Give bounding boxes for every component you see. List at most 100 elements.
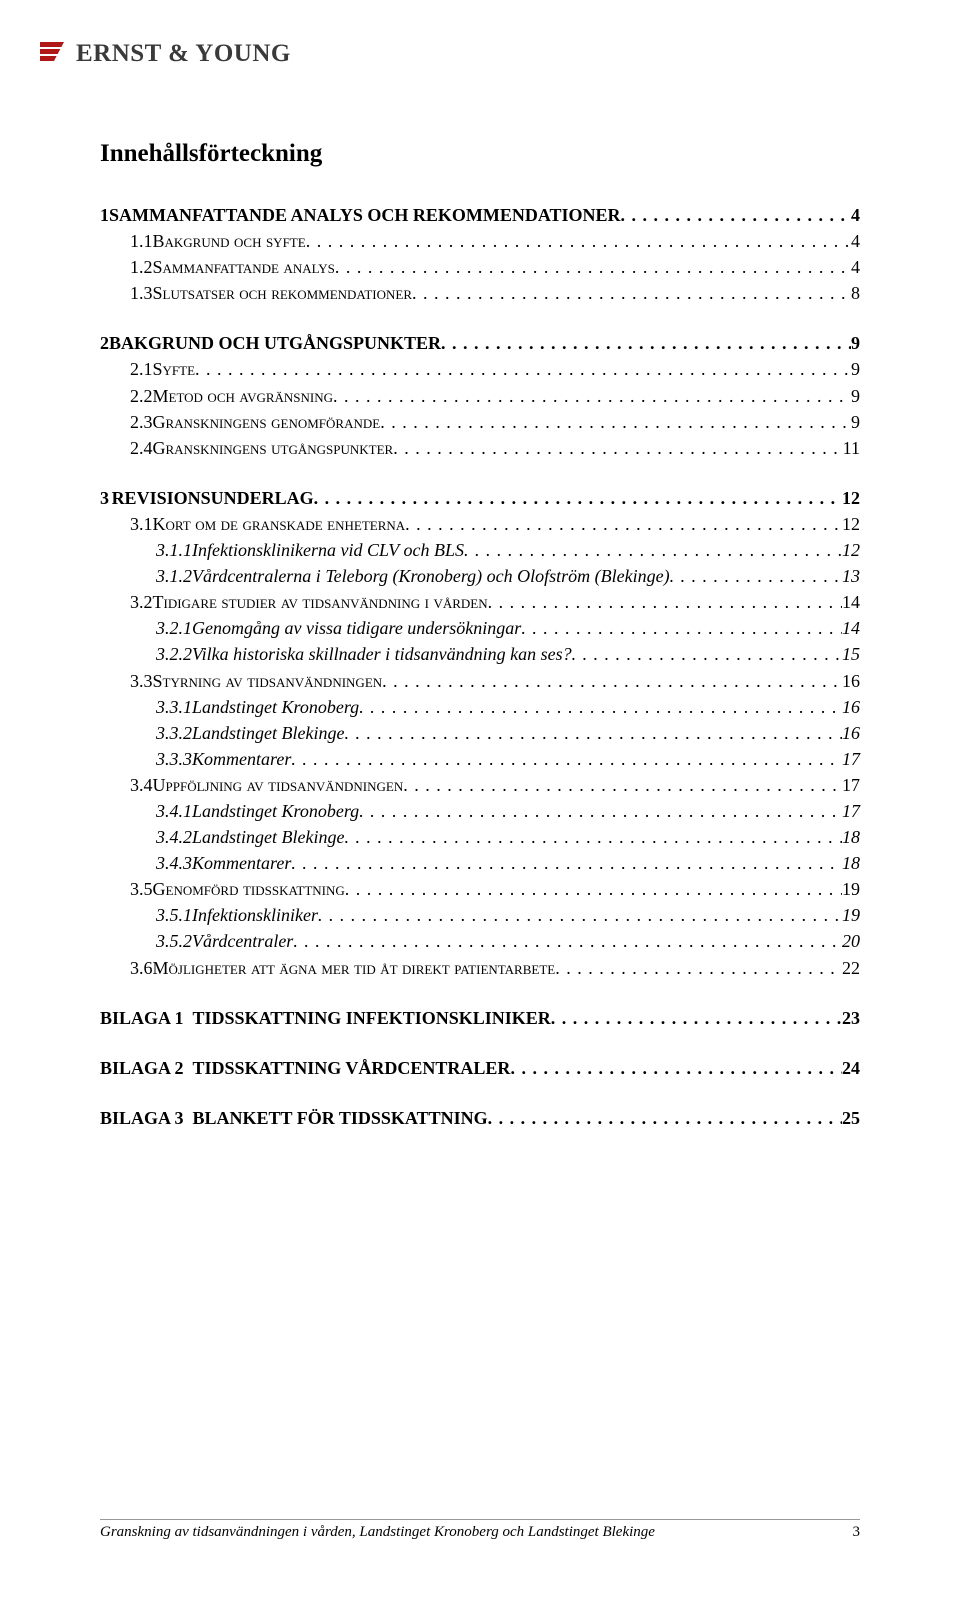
toc-number: 1.3 (130, 280, 153, 306)
toc-leader-dots: . . . . . . . . . . . . . . . . . . . . … (412, 280, 851, 306)
toc-text: REVISIONSUNDERLAG (112, 485, 314, 511)
toc-row: 3.1Kort om de granskade enheterna . . . … (100, 511, 860, 537)
toc-leader-dots: . . . . . . . . . . . . . . . . . . . . … (359, 798, 842, 824)
toc-leader-dots: . . . . . . . . . . . . . . . . . . . . … (403, 772, 842, 798)
toc-page: 9 (851, 356, 860, 382)
toc-text: Genomgång av vissa tidigare undersökning… (192, 615, 521, 641)
toc-leader-dots: . . . . . . . . . . . . . . . . . . . . … (670, 563, 842, 589)
toc-leader-dots: . . . . . . . . . . . . . . . . . . . . … (621, 202, 851, 228)
toc-text: TIDSSKATTNING VÅRDCENTRALER (193, 1055, 511, 1081)
toc-page: 4 (851, 202, 860, 228)
toc-text: Landstinget Blekinge (192, 824, 344, 850)
toc-page: 24 (842, 1055, 860, 1081)
toc-row: 2.4Granskningens utgångspunkter . . . . … (100, 435, 860, 461)
toc-number: 3.4.1 (156, 798, 192, 824)
toc-leader-dots: . . . . . . . . . . . . . . . . . . . . … (441, 330, 851, 356)
toc-number: 2.3 (130, 409, 153, 435)
toc-number: 3.1.1 (156, 537, 192, 563)
toc-number: 3.4.2 (156, 824, 192, 850)
toc-leader-dots: . . . . . . . . . . . . . . . . . . . . … (382, 668, 842, 694)
toc-number: 2 (100, 330, 109, 356)
toc-number: 3.4 (130, 772, 153, 798)
toc-text: TIDSSKATTNING INFEKTIONSKLINIKER (193, 1005, 551, 1031)
toc-number: 2.4 (130, 435, 153, 461)
toc-page: 20 (842, 928, 860, 954)
toc-row: 3.2.2Vilka historiska skillnader i tidsa… (100, 641, 860, 667)
toc-leader-dots: . . . . . . . . . . . . . . . . . . . . … (555, 955, 842, 981)
toc-page: 9 (851, 383, 860, 409)
toc-leader-dots: . . . . . . . . . . . . . . . . . . . . … (344, 824, 842, 850)
toc-container: Innehållsförteckning 1SAMMANFATTANDE ANA… (100, 140, 860, 1131)
toc-row: BILAGA 1 TIDSSKATTNING INFEKTIONSKLINIKE… (100, 1005, 860, 1031)
toc-row: 3.3.1Landstinget Kronoberg . . . . . . .… (100, 694, 860, 720)
toc-number: 3.3.2 (156, 720, 192, 746)
toc-number: 3.2.2 (156, 641, 192, 667)
toc-number: 3.3 (130, 668, 153, 694)
logo-text: ERNST & YOUNG (76, 40, 291, 68)
toc-row: 3.1.1Infektionsklinikerna vid CLV och BL… (100, 537, 860, 563)
toc-row: 3.5.1Infektionskliniker . . . . . . . . … (100, 902, 860, 928)
toc-text: Sammanfattande analys (153, 254, 335, 280)
toc-text: Vilka historiska skillnader i tidsanvänd… (192, 641, 572, 667)
toc-text: Bakgrund och syfte (153, 228, 306, 254)
toc-number: 2.2 (130, 383, 153, 409)
toc-row: 1.1Bakgrund och syfte . . . . . . . . . … (100, 228, 860, 254)
toc-leader-dots: . . . . . . . . . . . . . . . . . . . . … (405, 511, 842, 537)
toc-text: Landstinget Kronoberg (192, 798, 359, 824)
toc-row: 3.1.2Vårdcentralerna i Teleborg (Kronobe… (100, 563, 860, 589)
toc-row: 2.2Metod och avgränsning . . . . . . . .… (100, 383, 860, 409)
toc-text: Tidigare studier av tidsanvändning i vår… (153, 589, 488, 615)
toc-text: Styrning av tidsanvändningen (153, 668, 383, 694)
toc-row: 1.2Sammanfattande analys . . . . . . . .… (100, 254, 860, 280)
toc-page: 14 (842, 589, 860, 615)
toc-number: 3 (100, 485, 112, 511)
toc-text: Granskningens utgångspunkter (153, 435, 394, 461)
toc-number: 3.5.2 (156, 928, 192, 954)
toc-page: 19 (842, 876, 860, 902)
toc-list: 1SAMMANFATTANDE ANALYS OCH REKOMMENDATIO… (100, 202, 860, 1131)
toc-page: 25 (842, 1105, 860, 1131)
toc-leader-dots: . . . . . . . . . . . . . . . . . . . . … (333, 383, 851, 409)
toc-row: 3.4Uppföljning av tidsanvändningen . . .… (100, 772, 860, 798)
logo: ERNST & YOUNG (40, 38, 291, 69)
toc-text: Metod och avgränsning (153, 383, 334, 409)
toc-page: 15 (842, 641, 860, 667)
page-title: Innehållsförteckning (100, 140, 860, 168)
toc-page: 18 (842, 824, 860, 850)
toc-text: Vårdcentraler (192, 928, 293, 954)
toc-leader-dots: . . . . . . . . . . . . . . . . . . . . … (335, 254, 851, 280)
toc-leader-dots: . . . . . . . . . . . . . . . . . . . . … (510, 1055, 842, 1081)
toc-row: 3.6Möjligheter att ägna mer tid åt direk… (100, 955, 860, 981)
toc-leader-dots: . . . . . . . . . . . . . . . . . . . . … (572, 641, 842, 667)
toc-page: 9 (851, 330, 860, 356)
toc-number: 1 (100, 202, 109, 228)
toc-page: 12 (842, 511, 860, 537)
toc-page: 17 (842, 798, 860, 824)
toc-row: 3.5.2Vårdcentraler . . . . . . . . . . .… (100, 928, 860, 954)
toc-number: 3.2.1 (156, 615, 192, 641)
toc-number: 3.2 (130, 589, 153, 615)
toc-leader-dots: . . . . . . . . . . . . . . . . . . . . … (488, 1105, 842, 1131)
toc-text: Landstinget Blekinge (192, 720, 344, 746)
toc-number: 3.5 (130, 876, 153, 902)
toc-page: 11 (843, 435, 860, 461)
toc-leader-dots: . . . . . . . . . . . . . . . . . . . . … (393, 435, 842, 461)
toc-text: Uppföljning av tidsanvändningen (153, 772, 404, 798)
toc-number: 1.1 (130, 228, 153, 254)
toc-leader-dots: . . . . . . . . . . . . . . . . . . . . … (551, 1005, 842, 1031)
footer-page-number: 3 (853, 1524, 861, 1541)
toc-row: 1.3Slutsatser och rekommendationer . . .… (100, 280, 860, 306)
toc-text: BAKGRUND OCH UTGÅNGSPUNKTER (109, 330, 441, 356)
toc-number: 3.3.1 (156, 694, 192, 720)
footer-text: Granskning av tidsanvändningen i vården,… (100, 1524, 655, 1541)
toc-page: 17 (842, 746, 860, 772)
toc-row: 3.4.2Landstinget Blekinge . . . . . . . … (100, 824, 860, 850)
toc-number: 1.2 (130, 254, 153, 280)
toc-text: Syfte (153, 356, 196, 382)
toc-leader-dots: . . . . . . . . . . . . . . . . . . . . … (291, 850, 842, 876)
toc-text: Vårdcentralerna i Teleborg (Kronoberg) o… (192, 563, 670, 589)
toc-text: Slutsatser och rekommendationer (153, 280, 413, 306)
toc-number: BILAGA 1 (100, 1005, 193, 1031)
toc-page: 18 (842, 850, 860, 876)
toc-page: 13 (842, 563, 860, 589)
